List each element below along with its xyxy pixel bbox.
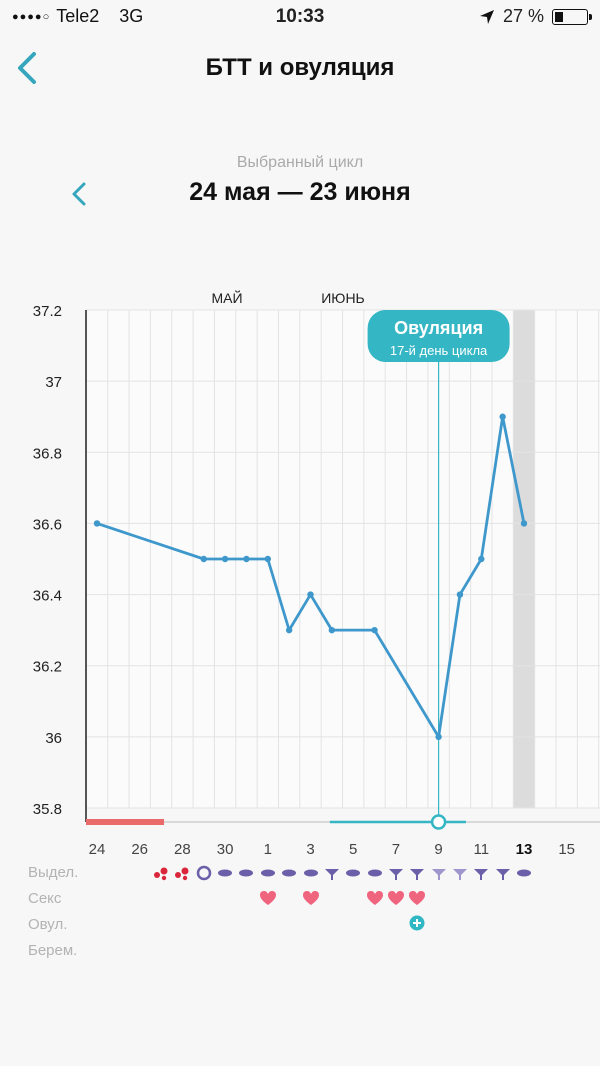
location-arrow-icon <box>479 9 494 24</box>
heart-icon <box>259 891 276 905</box>
x-tick-label: 26 <box>131 841 148 858</box>
chevron-left-icon <box>72 182 86 206</box>
ovulation-tooltip-subtitle: 17-й день цикла <box>390 343 488 358</box>
x-tick-label: 7 <box>392 841 400 858</box>
bbt-point <box>435 733 442 741</box>
x-tick-label: 28 <box>174 841 191 858</box>
x-tick-label: 1 <box>264 841 272 858</box>
battery-percent: 27 % <box>502 6 544 26</box>
discharge-drop-icon <box>282 869 297 877</box>
bbt-point <box>221 555 229 563</box>
cycle-range: 24 мая — 23 июня <box>189 178 411 206</box>
status-bar: ●●●●○ Tele2 3G 10:33 27 % <box>0 0 600 36</box>
heart-icon <box>302 891 319 905</box>
y-tick-label: 37 <box>45 374 62 391</box>
legend-label-ovulation: Овул. <box>28 916 68 933</box>
discharge-cup-light-icon <box>431 869 446 880</box>
heart-icon <box>387 891 404 905</box>
bbt-point <box>93 520 101 527</box>
month-label: ИЮНЬ <box>321 290 365 306</box>
ring-icon <box>196 865 211 881</box>
bbt-point <box>243 555 250 563</box>
bbt-point <box>499 413 506 420</box>
bbt-point <box>478 555 485 563</box>
ovulation-timeline-marker <box>430 814 447 830</box>
blood-drops-icon <box>154 867 168 881</box>
discharge-cup-light-icon <box>452 869 467 880</box>
discharge-drop-icon <box>303 869 318 877</box>
ovulation-tooltip <box>367 310 510 362</box>
heart-icon <box>409 891 426 905</box>
page-title: БТТ и овуляция <box>205 54 395 81</box>
bbt-point <box>307 591 314 598</box>
ovulation-tooltip-title: Овуляция <box>394 318 483 338</box>
chevron-left-icon <box>18 52 36 84</box>
month-label: МАЙ <box>211 289 242 306</box>
bbt-point <box>200 555 207 563</box>
y-tick-label: 36.2 <box>33 659 62 676</box>
y-tick-label: 37.2 <box>33 303 62 320</box>
x-tick-label: 11 <box>474 841 490 858</box>
x-tick-label: 5 <box>349 841 357 858</box>
bbt-line <box>96 415 526 739</box>
bbt-point <box>371 626 378 634</box>
heart-icon <box>366 891 383 905</box>
clock: 10:33 <box>275 6 325 27</box>
discharge-cup-icon <box>388 869 403 880</box>
y-tick-label: 36.4 <box>33 588 62 605</box>
y-tick-label: 35.8 <box>33 801 62 818</box>
bbt-point <box>520 520 528 527</box>
x-tick-label: 13 <box>516 841 533 858</box>
discharge-cup-icon <box>495 869 510 880</box>
blood-drops-icon <box>175 867 189 881</box>
legend-label-discharge: Выдел. <box>28 864 79 881</box>
status-right: 27 % <box>479 6 592 27</box>
discharge-drop-icon <box>260 869 275 877</box>
previous-cycle-button[interactable] <box>66 176 94 212</box>
discharge-cup-icon <box>324 869 339 880</box>
ovulation-plus-icon <box>409 915 425 931</box>
back-button[interactable] <box>8 44 48 92</box>
selected-day-column <box>513 310 535 808</box>
bbt-point <box>456 591 464 598</box>
x-tick-label: 3 <box>306 841 314 858</box>
discharge-cup-icon <box>410 869 425 880</box>
signal-strength-icon: ●●●●○ <box>12 10 51 23</box>
x-tick-label: 30 <box>217 841 234 858</box>
discharge-drop-icon <box>218 869 233 877</box>
y-tick-label: 36 <box>45 730 62 747</box>
y-tick-label: 36.6 <box>33 516 62 533</box>
discharge-drop-icon <box>346 869 361 877</box>
battery-icon <box>552 8 592 25</box>
carrier-group: ●●●●○ Tele2 3G <box>12 6 143 27</box>
legend-label-pregnancy: Берем. <box>28 942 78 959</box>
bbt-point <box>285 626 293 634</box>
x-tick-label: 15 <box>558 841 575 858</box>
discharge-drop-icon <box>367 869 382 877</box>
discharge-drop-icon <box>239 869 254 877</box>
legend-label-sex: Секс <box>28 890 62 907</box>
bbt-point <box>264 555 271 563</box>
carrier-name: Tele2 <box>56 6 100 26</box>
x-tick-label: 9 <box>434 841 442 858</box>
discharge-drop-icon <box>517 869 531 877</box>
y-tick-label: 36.8 <box>33 445 62 462</box>
network-type: 3G <box>119 6 144 26</box>
discharge-cup-icon <box>474 869 489 880</box>
x-tick-label: 24 <box>89 841 106 858</box>
bbt-point <box>328 626 336 634</box>
cycle-caption: Выбранный цикл <box>236 154 364 171</box>
